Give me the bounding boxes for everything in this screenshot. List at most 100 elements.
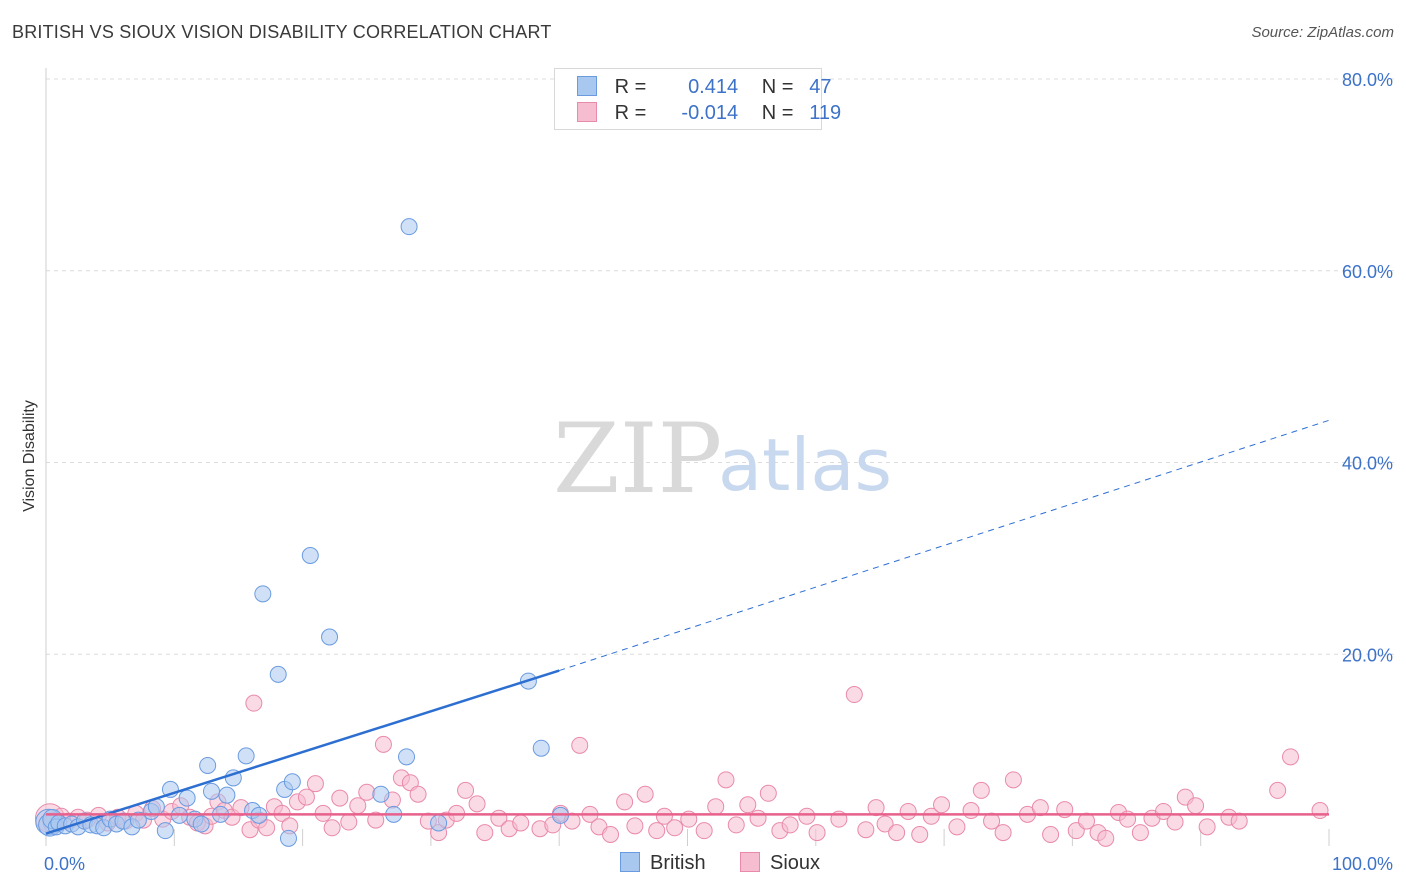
british-point [129,811,147,829]
y-tick-label: 20.0% [1342,645,1393,665]
sioux-point [1042,825,1060,843]
british-point [192,815,210,833]
british-point [269,665,287,683]
bottom-legend-british: British [620,852,706,875]
tick-layer: 20.0% 40.0% 60.0% 80.0% 0.0% 100.0% [44,70,1393,874]
sioux-point [983,812,1001,830]
sioux-point [857,821,875,839]
x-tick-label: 100.0% [1332,854,1393,874]
sioux-point [749,809,767,827]
trend-layer [45,419,1330,835]
sioux-point [331,789,349,807]
sioux-point [899,802,917,820]
sioux-point [655,807,673,825]
sioux-point [349,797,367,815]
sioux-point [808,824,826,842]
legend-r-value: -0.014 [681,102,739,124]
legend-row-british: R = 0.414 N = 47 [577,76,832,100]
british-point [430,814,448,832]
y-tick-label: 40.0% [1342,454,1393,474]
sioux-point [876,815,894,833]
sioux-point [457,781,475,799]
legend-n-value: 47 [809,76,832,98]
sioux-swatch [577,102,597,122]
sioux-point [648,822,666,840]
sioux-point [1230,812,1248,830]
sioux-points [34,686,1329,847]
sioux-point [962,802,980,820]
sioux-point [933,796,951,814]
chart-title: BRITISH VS SIOUX VISION DISABILITY CORRE… [12,22,552,42]
legend-n-label: N = [761,102,794,124]
sioux-point [258,819,276,837]
sioux-point [1198,818,1216,836]
bottom-legend-sioux: Sioux [740,852,820,875]
legend-sioux-label: Sioux [770,852,821,874]
legend-n-value: 119 [809,102,842,124]
sioux-point [1031,799,1049,817]
british-point [301,546,319,564]
sioux-point [717,771,735,789]
legend-r-label: R = [614,102,647,124]
sioux-point [512,814,530,832]
watermark-zip: ZIP [553,403,722,515]
sioux-point [476,824,494,842]
british-points [35,218,569,847]
sioux-point [1004,771,1022,789]
british-point [178,789,196,807]
sioux-point [636,785,654,803]
sioux-point [1269,781,1287,799]
british-point [203,782,221,800]
x-tick-label: 0.0% [44,854,85,874]
sioux-point [781,816,799,834]
sioux-point [666,819,684,837]
sioux-point [409,785,427,803]
british-trend-extension [559,419,1330,672]
sioux-point [1097,829,1115,847]
sioux-swatch [740,852,760,872]
british-point [400,218,418,236]
british-point [321,628,339,646]
sioux-point [727,816,745,834]
sioux-point [306,775,324,793]
sioux-point [616,793,634,811]
sioux-point [323,819,341,837]
british-point [398,748,416,766]
sioux-point [922,807,940,825]
sioux-point [374,735,392,753]
sioux-point [759,784,777,802]
sioux-point [602,825,620,843]
correlation-legend: R = 0.414 N = 47 R = -0.014 N = 119 [554,68,841,130]
british-trend-line [45,669,560,835]
sioux-point [297,788,315,806]
sioux-point [1078,812,1096,830]
sioux-point [739,796,757,814]
sioux-point [626,817,644,835]
sioux-point [1311,802,1329,820]
sioux-point [911,825,929,843]
legend-n-label: N = [761,76,794,98]
legend-r-label: R = [614,76,647,98]
sioux-point [340,813,358,831]
sioux-point [707,798,725,816]
british-point [218,786,236,804]
sioux-point [1187,797,1205,815]
y-tick-label: 80.0% [1342,70,1393,90]
sioux-point [888,824,906,842]
sioux-point [845,686,863,704]
sioux-point [245,694,263,712]
sioux-point [468,795,486,813]
british-point [199,756,217,774]
sioux-point [367,811,385,829]
sioux-point [1166,813,1184,831]
british-point [156,822,174,840]
british-point [372,785,390,803]
grid-layer [46,78,1394,655]
y-axis-label: Vision Disability [21,400,38,512]
sioux-point [358,783,376,801]
watermark-atlas: atlas [718,423,892,507]
watermark: ZIP atlas [553,403,892,515]
sioux-point [695,822,713,840]
sioux-point [1282,748,1300,766]
